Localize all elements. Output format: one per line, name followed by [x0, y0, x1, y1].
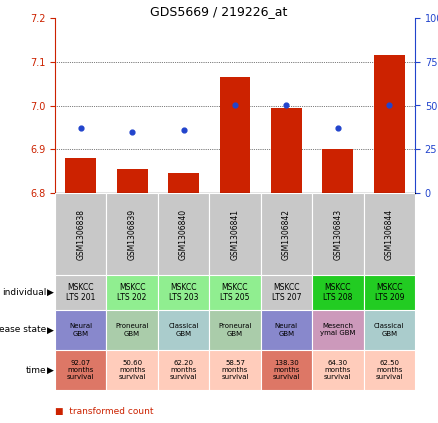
Bar — [364, 275, 415, 310]
Bar — [312, 310, 364, 350]
Bar — [209, 310, 261, 350]
Bar — [312, 193, 364, 275]
Bar — [261, 350, 312, 390]
Text: 64.30
months
survival: 64.30 months survival — [324, 360, 352, 380]
Text: GDS5669 / 219226_at: GDS5669 / 219226_at — [150, 5, 288, 18]
Text: 62.20
months
survival: 62.20 months survival — [170, 360, 198, 380]
Text: MSKCC
LTS 203: MSKCC LTS 203 — [169, 283, 198, 302]
Text: MSKCC
LTS 208: MSKCC LTS 208 — [323, 283, 353, 302]
Point — [283, 102, 290, 109]
Bar — [261, 193, 312, 275]
Point — [77, 125, 84, 132]
Text: 50.60
months
survival: 50.60 months survival — [118, 360, 146, 380]
Text: MSKCC
LTS 209: MSKCC LTS 209 — [374, 283, 404, 302]
Text: GSM1306843: GSM1306843 — [333, 209, 343, 260]
Text: GSM1306844: GSM1306844 — [385, 209, 394, 260]
Bar — [117, 169, 148, 193]
Point — [232, 102, 239, 109]
Text: Proneural
GBM: Proneural GBM — [218, 324, 252, 337]
Text: time: time — [25, 365, 46, 374]
Text: ■  transformed count: ■ transformed count — [55, 407, 153, 416]
Bar — [364, 310, 415, 350]
Text: 92.07
months
survival: 92.07 months survival — [67, 360, 95, 380]
Bar — [271, 108, 302, 193]
Bar — [209, 193, 261, 275]
Bar — [65, 158, 96, 193]
Text: MSKCC
LTS 201: MSKCC LTS 201 — [66, 283, 95, 302]
Bar — [106, 350, 158, 390]
Bar — [374, 55, 405, 193]
Text: Neural
GBM: Neural GBM — [69, 324, 92, 337]
Text: ▶: ▶ — [47, 365, 54, 374]
Text: 138.30
months
survival: 138.30 months survival — [273, 360, 300, 380]
Bar — [322, 149, 353, 193]
Bar — [158, 193, 209, 275]
Bar — [312, 350, 364, 390]
Text: GSM1306838: GSM1306838 — [76, 209, 85, 259]
Bar — [55, 275, 106, 310]
Bar — [364, 350, 415, 390]
Bar — [106, 275, 158, 310]
Point — [129, 128, 136, 135]
Text: GSM1306840: GSM1306840 — [179, 209, 188, 260]
Bar — [168, 173, 199, 193]
Text: GSM1306841: GSM1306841 — [230, 209, 240, 259]
Text: MSKCC
LTS 207: MSKCC LTS 207 — [272, 283, 301, 302]
Bar — [209, 275, 261, 310]
Bar — [158, 310, 209, 350]
Point — [334, 125, 341, 132]
Point — [180, 126, 187, 133]
Bar — [106, 310, 158, 350]
Text: ▶: ▶ — [47, 288, 54, 297]
Text: ▶: ▶ — [47, 326, 54, 335]
Text: MSKCC
LTS 202: MSKCC LTS 202 — [117, 283, 147, 302]
Bar — [158, 275, 209, 310]
Text: disease state: disease state — [0, 326, 46, 335]
Text: Classical
GBM: Classical GBM — [168, 324, 199, 337]
Text: 62.50
months
survival: 62.50 months survival — [375, 360, 403, 380]
Bar — [364, 193, 415, 275]
Bar — [312, 275, 364, 310]
Point — [386, 102, 393, 109]
Text: MSKCC
LTS 205: MSKCC LTS 205 — [220, 283, 250, 302]
Bar — [106, 193, 158, 275]
Bar — [55, 310, 106, 350]
Text: Neural
GBM: Neural GBM — [275, 324, 298, 337]
Bar — [261, 275, 312, 310]
Bar — [158, 350, 209, 390]
Bar — [261, 310, 312, 350]
Bar — [219, 77, 251, 193]
Text: individual: individual — [2, 288, 46, 297]
Text: Mesench
ymal GBM: Mesench ymal GBM — [320, 324, 356, 337]
Text: GSM1306839: GSM1306839 — [127, 209, 137, 260]
Bar — [55, 193, 106, 275]
Text: Classical
GBM: Classical GBM — [374, 324, 404, 337]
Text: GSM1306842: GSM1306842 — [282, 209, 291, 259]
Bar — [209, 350, 261, 390]
Bar — [55, 350, 106, 390]
Text: 58.57
months
survival: 58.57 months survival — [221, 360, 249, 380]
Text: Proneural
GBM: Proneural GBM — [116, 324, 149, 337]
